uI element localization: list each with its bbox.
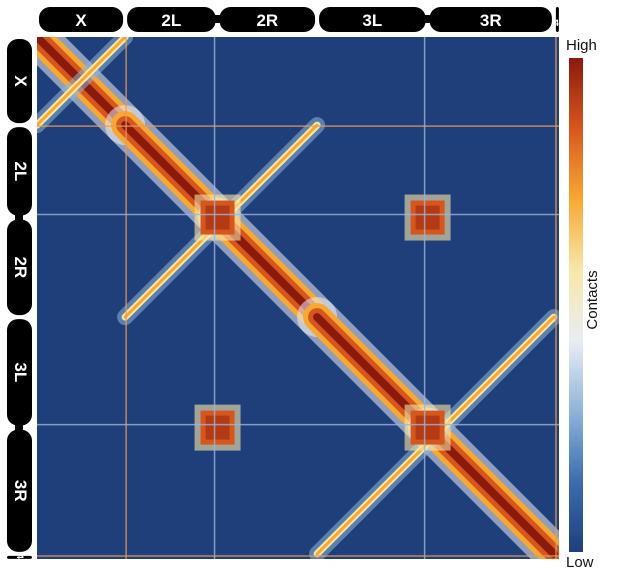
- top-label-2l: 2L: [127, 7, 216, 32]
- top-label-text: X: [75, 11, 87, 30]
- top-label-3l: 3L: [319, 7, 426, 32]
- top-label-pill: [429, 7, 552, 32]
- colorbar-low-label: Low: [566, 554, 594, 571]
- heatmap: [37, 37, 559, 559]
- heatmap-bin-lines: [37, 37, 559, 559]
- left-label-text: 4: [15, 554, 25, 559]
- left-label-text: 2R: [11, 256, 30, 278]
- left-label-pill: [7, 127, 32, 216]
- top-label-x: X: [39, 7, 124, 32]
- left-pair-connector: [15, 171, 23, 268]
- centromere-block-2-3-core: [415, 205, 440, 230]
- left-label-text: 3R: [11, 480, 30, 502]
- top-label-4: 4: [554, 7, 559, 32]
- x-arm-folding-band: [37, 37, 127, 127]
- left-label-2l: 2L: [7, 127, 32, 216]
- centromere-block-3-2-core: [205, 415, 230, 440]
- colorbar-title: Contacts: [584, 270, 601, 329]
- top-label-pill: [555, 7, 559, 32]
- top-label-text: 4: [554, 18, 559, 28]
- top-label-pill: [319, 7, 426, 32]
- left-label-pill: [7, 39, 32, 124]
- left-label-3r: 3R: [7, 429, 32, 552]
- left-label-text: 3L: [11, 362, 30, 382]
- top-pair-connector: [171, 15, 268, 23]
- left-label-2r: 2R: [7, 219, 32, 316]
- top-label-pill: [127, 7, 216, 32]
- top-label-text: 2L: [161, 11, 181, 30]
- top-label-text: 2R: [256, 11, 278, 30]
- centromere-block-3-core: [415, 415, 440, 440]
- left-label-pill: [7, 429, 32, 552]
- top-label-pill: [219, 7, 316, 32]
- colorbar-ramp: [569, 58, 583, 552]
- top-chromosome-labels: X 2L 2R 3L 3R 4: [39, 7, 559, 32]
- left-chromosome-labels: X 2L 2R 3L 3R 4: [7, 39, 32, 559]
- top-label-text: 3L: [362, 11, 382, 30]
- left-label-pill: [7, 319, 32, 426]
- colorbar-high-label: High: [566, 37, 597, 54]
- top-label-3r: 3R: [429, 7, 552, 32]
- left-label-text: 2L: [11, 161, 30, 181]
- left-label-pill: [7, 555, 32, 559]
- heatmap-contact-patterns: [37, 37, 559, 559]
- left-label-text: X: [11, 75, 30, 87]
- left-label-3l: 3L: [7, 319, 32, 426]
- top-label-2r: 2R: [219, 7, 316, 32]
- left-label-x: X: [7, 39, 32, 124]
- left-label-4: 4: [7, 554, 32, 559]
- left-label-pill: [7, 219, 32, 316]
- top-label-text: 3R: [480, 11, 502, 30]
- centromere-block-2-core: [205, 205, 230, 230]
- colorbar: High Low Contacts: [566, 37, 601, 571]
- top-label-pill: [39, 7, 124, 32]
